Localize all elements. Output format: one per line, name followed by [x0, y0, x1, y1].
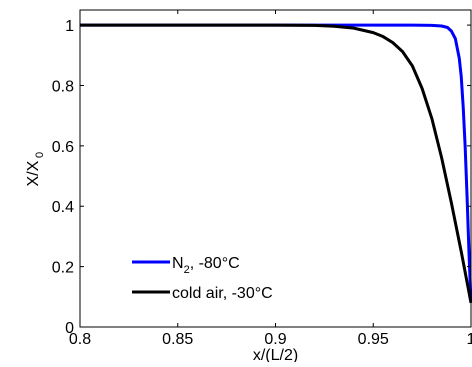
y-tick-label-3: 0.6: [52, 139, 74, 156]
y-tick-label-1: 0.2: [52, 260, 74, 277]
legend-label-main-1: cold air, -30°C: [172, 285, 273, 302]
x-tick-label-4: 1: [467, 331, 472, 348]
axes-layer: [80, 10, 471, 327]
x-tick-label-0: 0.8: [69, 331, 91, 348]
y-tick-label-0: 0: [65, 320, 74, 337]
x-axis-label: x/(L/2): [253, 347, 298, 362]
y-axis-label-subscript: 0: [34, 152, 46, 158]
legend-label-main-0: N: [172, 255, 184, 272]
y-axis-label-group: X/X 0: [25, 152, 46, 187]
labels-layer: 0.8 0.85 0.9 0.95 1 0 0.2 0.4 0.6 0.8 1 x/(L/2) X/X 0: [25, 18, 472, 364]
y-axis-label: X/X: [25, 160, 42, 186]
series-layer: [80, 23, 472, 304]
x-tick-label-1: 0.85: [162, 331, 193, 348]
y-tick-label-2: 0.4: [52, 199, 74, 216]
plot-area: [80, 10, 471, 327]
series-line-1: [80, 23, 472, 304]
y-tick-label-4: 0.8: [52, 78, 74, 95]
frame-layer: [79, 9, 472, 328]
legend-label-0: N2, -80°C: [172, 255, 240, 276]
x-tick-label-2: 0.9: [264, 331, 286, 348]
legend-label-1: cold air, -30°C: [172, 285, 273, 302]
legend-label-sub-0: 2: [184, 264, 190, 276]
legend-label-rest-0: , -80°C: [190, 255, 240, 272]
y-tick-label-5: 1: [65, 18, 74, 35]
series-line-0: [80, 23, 472, 303]
legend: N2, -80°C cold air, -30°C: [132, 255, 273, 302]
x-tick-label-3: 0.95: [358, 331, 389, 348]
